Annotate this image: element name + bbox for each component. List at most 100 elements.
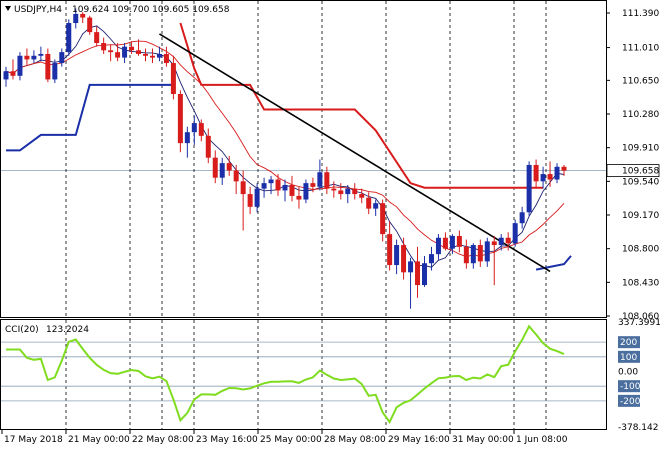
candle-body bbox=[296, 195, 302, 200]
candle-body bbox=[456, 235, 462, 247]
candle-body bbox=[512, 223, 518, 244]
candle-body bbox=[366, 197, 372, 209]
cci-tick-label: 100 bbox=[620, 353, 637, 363]
cci-header-name: CCI(20) bbox=[5, 325, 39, 335]
downtrend-line bbox=[159, 33, 551, 273]
collapse-triangle-icon[interactable] bbox=[5, 6, 11, 11]
candle-body bbox=[122, 46, 128, 58]
candle-body bbox=[156, 53, 162, 58]
candle-body bbox=[212, 157, 218, 178]
candle-body bbox=[170, 63, 176, 94]
y-tick-label: 110.280 bbox=[622, 110, 659, 120]
candle-body bbox=[540, 174, 546, 182]
candle-body bbox=[435, 237, 441, 255]
candle-body bbox=[275, 179, 281, 191]
x-tick-label: 28 May 08:00 bbox=[324, 435, 386, 445]
cci-level-box bbox=[618, 336, 640, 349]
candle-body bbox=[345, 188, 351, 195]
y-tick-label: 110.650 bbox=[622, 76, 659, 86]
candle-body bbox=[94, 32, 100, 44]
candle-body bbox=[101, 43, 107, 51]
candle-body bbox=[491, 241, 497, 246]
y-tick-label: 111.010 bbox=[622, 44, 659, 54]
y-tick-label: 108.800 bbox=[622, 245, 659, 255]
candle-body bbox=[233, 170, 239, 182]
candle-body bbox=[380, 203, 386, 235]
candle-body bbox=[254, 188, 260, 207]
candle-body bbox=[498, 237, 504, 246]
cci-layer bbox=[6, 324, 565, 424]
candle-body bbox=[401, 245, 407, 273]
candle-body bbox=[477, 245, 483, 262]
candle-body bbox=[352, 188, 358, 195]
candle-body bbox=[408, 261, 414, 273]
candle-body bbox=[129, 46, 135, 51]
candle-body bbox=[324, 172, 330, 189]
candle-body bbox=[10, 71, 16, 76]
candle-body bbox=[547, 174, 553, 180]
cci-tick-label: -200 bbox=[620, 397, 641, 407]
candle-body bbox=[45, 53, 51, 80]
candle-body bbox=[87, 17, 93, 33]
candle-body bbox=[373, 203, 379, 209]
candle-body bbox=[303, 183, 309, 200]
candle-body bbox=[184, 132, 190, 144]
chart-header-ohlc: 109.624 109.700 109.605 109.658 bbox=[72, 5, 230, 15]
candle-body bbox=[519, 212, 525, 224]
candle-body bbox=[415, 261, 421, 286]
x-tick-label: 25 May 00:00 bbox=[260, 435, 322, 445]
candle-body bbox=[470, 245, 476, 264]
candle-body bbox=[449, 235, 455, 249]
candle-body bbox=[205, 135, 211, 158]
grid-layer bbox=[1, 1, 606, 429]
candle-body bbox=[505, 237, 511, 244]
candle-body bbox=[247, 194, 253, 207]
candle-body bbox=[387, 234, 393, 266]
candle-body bbox=[80, 13, 86, 18]
candle-body bbox=[177, 93, 183, 144]
candle-body bbox=[31, 55, 37, 60]
x-tick-label: 17 May 2018 bbox=[4, 435, 63, 445]
candle-body bbox=[143, 53, 148, 56]
cci-level-box bbox=[618, 350, 640, 363]
candle-body bbox=[289, 184, 295, 196]
candle-layer bbox=[3, 8, 567, 309]
candle-body bbox=[526, 164, 532, 213]
cci-tick-label: -378.142 bbox=[618, 423, 658, 433]
candle-body bbox=[115, 52, 121, 58]
cci-line bbox=[6, 324, 565, 424]
x-tick-label: 29 May 16:00 bbox=[388, 435, 450, 445]
candle-body bbox=[66, 23, 72, 53]
support-step-line-recent bbox=[535, 255, 572, 271]
y-tick-label: 108.060 bbox=[622, 312, 659, 322]
candle-body bbox=[554, 166, 560, 180]
y-tick-label: 111.390 bbox=[622, 9, 659, 19]
candle-body bbox=[73, 13, 79, 24]
candle-body bbox=[226, 163, 232, 171]
candle-body bbox=[394, 245, 400, 266]
candle-body bbox=[463, 246, 469, 264]
x-tick-label: 31 May 00:00 bbox=[452, 435, 514, 445]
candle-body bbox=[484, 241, 490, 262]
candle-body bbox=[59, 52, 65, 64]
x-tick-label: 21 May 00:00 bbox=[68, 435, 130, 445]
cci-tick-label: -100 bbox=[620, 382, 641, 392]
candle-body bbox=[428, 254, 434, 264]
candle-body bbox=[24, 55, 30, 60]
candle-body bbox=[38, 53, 44, 56]
candle-body bbox=[359, 194, 365, 198]
cci-plot-frame bbox=[0, 319, 607, 430]
candle-body bbox=[442, 237, 448, 249]
candle-body bbox=[3, 71, 9, 80]
x-tick-label: 1 Jun 08:00 bbox=[516, 435, 568, 445]
current-price-label: 109.658 bbox=[622, 167, 659, 177]
chart-header-symbol: USDJPY,H4 bbox=[14, 5, 62, 15]
candle-body bbox=[282, 184, 288, 191]
candle-body bbox=[533, 164, 539, 182]
main-plot-frame bbox=[0, 0, 607, 318]
y-tick-label: 109.910 bbox=[622, 144, 659, 154]
support-step-line bbox=[6, 83, 174, 152]
candle-body bbox=[561, 166, 567, 171]
candle-body bbox=[136, 50, 142, 54]
